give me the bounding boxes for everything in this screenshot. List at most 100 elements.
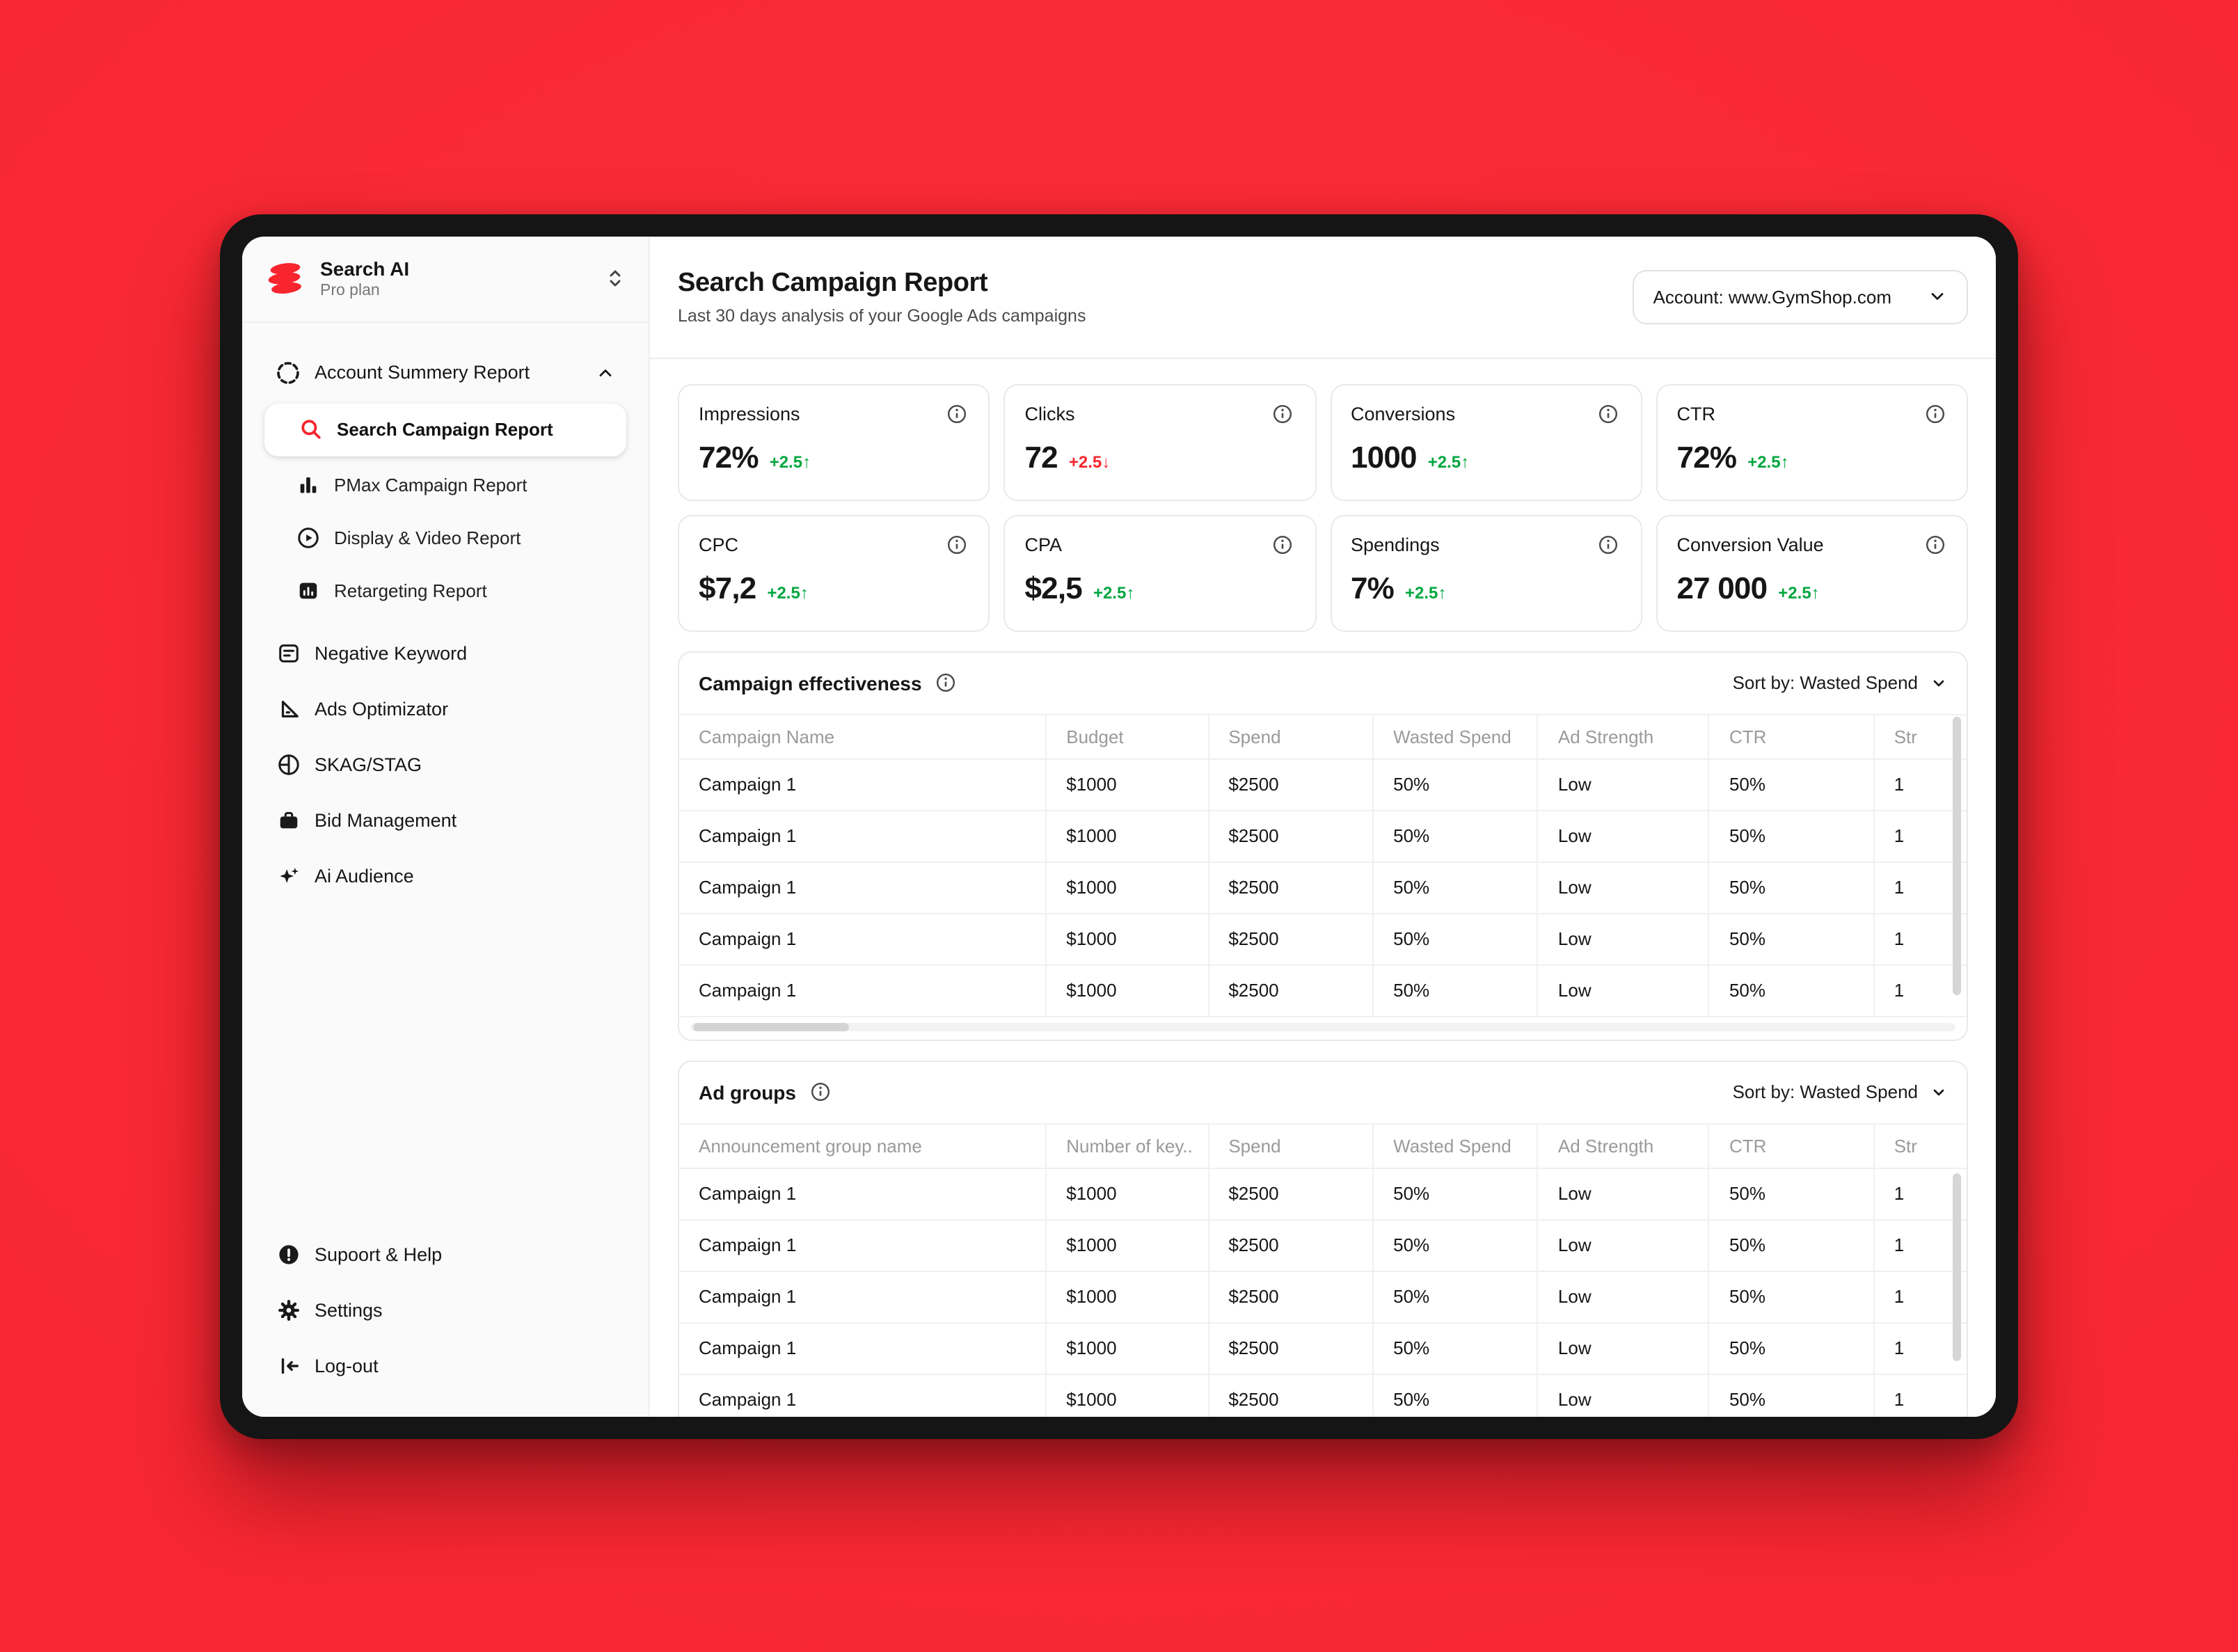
sidebar-item-search-campaign-report[interactable]: Search Campaign Report [264, 403, 626, 456]
sidebar-item-label: Ai Audience [315, 866, 414, 887]
page-header-text: Search Campaign Report Last 30 days anal… [678, 268, 1086, 325]
vertical-scrollbar-thumb[interactable] [1953, 1173, 1961, 1360]
table-row[interactable]: Campaign 1 $1000 $2500 50% Low 50% 1 [679, 810, 1967, 862]
sidebar-item-ai-audience[interactable]: Ai Audience [262, 848, 629, 904]
sidebar-item-support-help[interactable]: Supoort & Help [262, 1227, 629, 1282]
table-row[interactable]: Campaign 1 $1000 $2500 50% Low 50% 1 [679, 964, 1967, 1017]
table-row[interactable]: Campaign 1 $1000 $2500 50% Low 50% 1 [679, 1322, 1967, 1374]
table-cell: 50% [1373, 1271, 1539, 1323]
sidebar-item-pmax-campaign-report[interactable]: PMax Campaign Report [262, 459, 629, 511]
table-cell: 1 [1873, 1168, 1967, 1220]
info-icon[interactable] [1596, 402, 1621, 427]
sidebar-item-settings[interactable]: Settings [262, 1282, 629, 1338]
info-icon[interactable] [1270, 532, 1295, 557]
table-cell: 50% [1708, 1168, 1875, 1220]
table-cell: $1000 [1046, 1271, 1209, 1323]
kpi-delta: +2.5↑ [1747, 452, 1789, 471]
app-name: Search AI [320, 257, 410, 280]
table-cell: Campaign 1 [679, 964, 1047, 1017]
table-cell: 1 [1873, 1322, 1967, 1374]
sidebar-item-account-summary-report[interactable]: Account Summery Report [262, 344, 629, 400]
segments-circle-icon [276, 752, 301, 777]
info-icon[interactable] [807, 1079, 832, 1104]
table-cell: Low [1537, 1271, 1710, 1323]
sidebar-item-label: Bid Management [315, 810, 457, 831]
table-cell: $1000 [1046, 1322, 1209, 1374]
kpi-delta: +2.5↑ [1405, 582, 1447, 602]
table-row[interactable]: Campaign 1 $1000 $2500 50% Low 50% 1 [679, 1374, 1967, 1416]
account-selector[interactable]: Account: www.GymShop.com [1632, 269, 1968, 324]
kpi-value: 72% [1676, 439, 1737, 474]
sidebar-item-logout[interactable]: Log-out [262, 1338, 629, 1394]
table-cell: $2500 [1208, 913, 1374, 965]
table-cell: Low [1537, 861, 1710, 914]
sort-by-label: Sort by: Wasted Spend [1732, 1081, 1918, 1102]
kpi-label: Conversion Value [1676, 534, 1824, 555]
account-selector-label: Account: www.GymShop.com [1653, 286, 1891, 307]
table-cell: Low [1537, 1374, 1710, 1416]
sidebar-footer-nav: Supoort & Help [242, 1227, 649, 1416]
info-icon[interactable] [1922, 402, 1947, 427]
info-icon[interactable] [1596, 532, 1621, 557]
brand-header[interactable]: Search AI Pro plan [242, 236, 649, 322]
table-cell: Campaign 1 [679, 810, 1047, 862]
column-header: Campaign Name [679, 713, 1047, 759]
kpi-value: 1000 [1351, 439, 1417, 474]
table-cell: $2500 [1208, 964, 1374, 1017]
info-icon[interactable] [933, 670, 958, 695]
kpi-card-cpc: CPC $7,2 +2.5↑ [678, 514, 990, 631]
column-header: Spend [1208, 1122, 1374, 1168]
info-icon[interactable] [1922, 532, 1947, 557]
ad-groups-panel: Ad groups Sort by: Wasted Spend [678, 1060, 1968, 1416]
table-cell: $2500 [1208, 1271, 1374, 1323]
panel-title: Ad groups [699, 1081, 796, 1103]
column-header: Wasted Spend [1373, 713, 1539, 759]
sidebar-item-negative-keyword[interactable]: Negative Keyword [262, 626, 629, 681]
kpi-label: Clicks [1024, 404, 1075, 424]
table-cell: $1000 [1046, 1219, 1209, 1271]
table-cell: 50% [1373, 810, 1539, 862]
horizontal-scrollbar-thumb[interactable] [693, 1022, 849, 1031]
table-row[interactable]: Campaign 1 $1000 $2500 50% Low 50% 1 [679, 913, 1967, 965]
kpi-label: CPA [1024, 534, 1063, 555]
info-icon[interactable] [1270, 402, 1295, 427]
column-header: Wasted Spend [1373, 1122, 1539, 1168]
sidebar-item-ads-optimizator[interactable]: Ads Optimizator [262, 681, 629, 737]
table-row[interactable]: Campaign 1 $1000 $2500 50% Low 50% 1 [679, 1168, 1967, 1220]
kpi-delta: +2.5↑ [1778, 582, 1820, 602]
sidebar-item-skag-stag[interactable]: SKAG/STAG [262, 737, 629, 793]
kpi-card-impressions: Impressions 72% +2.5↑ [678, 383, 990, 500]
sidebar-item-retargeting-report[interactable]: Retargeting Report [262, 564, 629, 617]
gear-icon [276, 1298, 301, 1323]
horizontal-scrollbar[interactable] [690, 1022, 1955, 1031]
app-window: Search AI Pro plan [242, 236, 1996, 1416]
table-cell: $1000 [1046, 861, 1209, 914]
sort-by-select[interactable]: Sort by: Wasted Spend [1733, 672, 1947, 693]
vertical-scrollbar-thumb[interactable] [1953, 716, 1961, 994]
column-header: Str [1873, 1122, 1967, 1168]
column-header: Ad Strength [1537, 713, 1710, 759]
table-cell: Low [1537, 810, 1710, 862]
table-cell: Low [1537, 964, 1710, 1017]
table-row[interactable]: Campaign 1 $1000 $2500 50% Low 50% 1 [679, 1271, 1967, 1323]
negative-keyword-icon [276, 641, 301, 666]
kpi-value: 72% [699, 439, 759, 474]
info-icon[interactable] [944, 532, 969, 557]
sort-by-select[interactable]: Sort by: Wasted Spend [1733, 1081, 1947, 1102]
workspace-switcher-icon[interactable] [604, 267, 626, 289]
table-row[interactable]: Campaign 1 $1000 $2500 50% Low 50% 1 [679, 861, 1967, 914]
table-cell: 50% [1373, 759, 1539, 811]
sidebar-item-label: PMax Campaign Report [334, 475, 527, 495]
table-cell: $1000 [1046, 913, 1209, 965]
sidebar-item-display-video-report[interactable]: Display & Video Report [262, 511, 629, 564]
table-cell: $1000 [1046, 1374, 1209, 1416]
table-row[interactable]: Campaign 1 $1000 $2500 50% Low 50% 1 [679, 1219, 1967, 1271]
campaign-effectiveness-panel: Campaign effectiveness Sort by: Wasted S… [678, 651, 1968, 1040]
kpi-delta: +2.5↑ [1427, 452, 1470, 471]
kpi-value: 27 000 [1676, 570, 1768, 605]
sidebar-item-bid-management[interactable]: Bid Management [262, 793, 629, 848]
device-frame: Search AI Pro plan [220, 214, 2018, 1438]
table-row[interactable]: Campaign 1 $1000 $2500 50% Low 50% 1 [679, 759, 1967, 811]
chevron-down-icon [1930, 1083, 1947, 1100]
info-icon[interactable] [944, 402, 969, 427]
